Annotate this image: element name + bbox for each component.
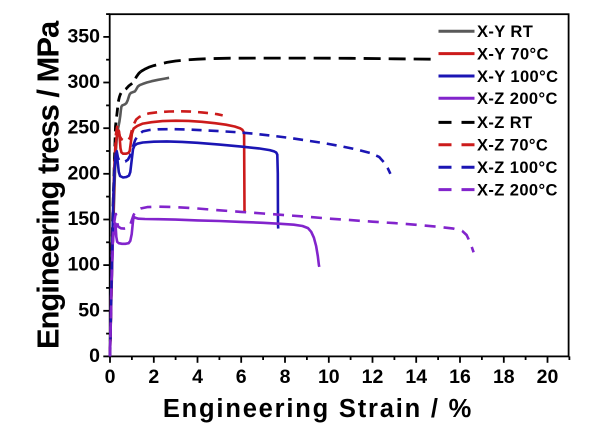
svg-text:X-Z 70°C: X-Z 70°C <box>477 137 548 155</box>
svg-text:14: 14 <box>405 366 427 388</box>
svg-text:X-Z 200°C: X-Z 200°C <box>477 181 558 199</box>
svg-text:6: 6 <box>236 366 247 388</box>
svg-text:12: 12 <box>362 366 384 388</box>
svg-text:10: 10 <box>318 366 340 388</box>
svg-text:X-Z 200°C: X-Z 200°C <box>477 90 558 108</box>
svg-text:8: 8 <box>280 366 291 388</box>
svg-text:X-Y RT: X-Y RT <box>477 23 533 41</box>
svg-text:Engineering tress / MPa: Engineering tress / MPa <box>31 20 66 349</box>
svg-text:150: 150 <box>67 208 100 230</box>
svg-text:X-Z 100°C: X-Z 100°C <box>477 159 558 177</box>
svg-text:X-Y 100°C: X-Y 100°C <box>477 68 558 86</box>
svg-text:4: 4 <box>192 366 203 388</box>
svg-text:100: 100 <box>67 254 100 276</box>
svg-text:300: 300 <box>67 71 100 93</box>
svg-text:X-Z RT: X-Z RT <box>477 114 533 132</box>
svg-text:50: 50 <box>78 299 100 321</box>
svg-text:350: 350 <box>67 25 100 47</box>
svg-text:250: 250 <box>67 117 100 139</box>
svg-text:0: 0 <box>105 366 116 388</box>
svg-text:Engineering Strain / %: Engineering Strain / % <box>163 395 473 423</box>
svg-text:2: 2 <box>148 366 159 388</box>
svg-text:20: 20 <box>537 366 559 388</box>
svg-text:0: 0 <box>89 345 100 367</box>
svg-text:200: 200 <box>67 162 100 184</box>
svg-text:18: 18 <box>493 366 515 388</box>
svg-text:X-Y 70°C: X-Y 70°C <box>477 45 549 63</box>
svg-text:16: 16 <box>449 366 471 388</box>
